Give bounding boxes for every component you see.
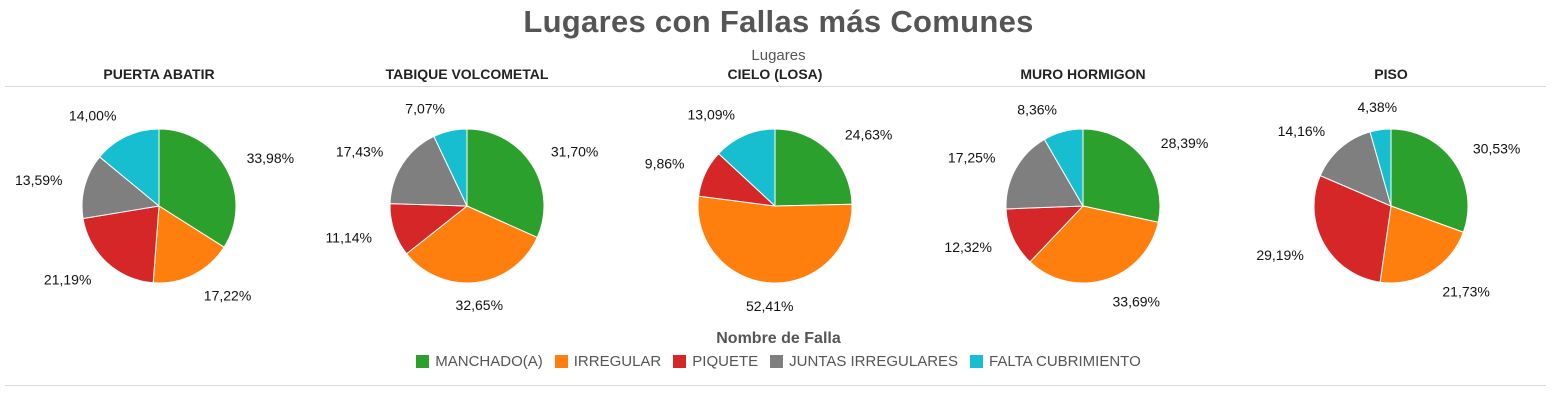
pie-slice[interactable]: [81, 156, 161, 220]
slice-value-label: 13,09%: [688, 106, 735, 122]
slice-value-label: 17,25%: [948, 150, 995, 166]
facet-header: Lugares: [751, 47, 806, 64]
bottom-divider: [5, 385, 1546, 386]
pie-slice[interactable]: [98, 128, 160, 208]
pie-slice[interactable]: [1313, 174, 1392, 283]
legend-swatch: [554, 355, 568, 368]
pie-slice[interactable]: [1319, 131, 1392, 207]
pie-slice[interactable]: [1390, 128, 1469, 233]
slice-value-label: 32,65%: [456, 297, 503, 313]
slice-value-label: 14,00%: [69, 108, 116, 124]
pie-slice[interactable]: [1082, 128, 1161, 223]
slice-value-label: 14,16%: [1278, 123, 1325, 139]
legend-swatch: [970, 355, 984, 368]
pie-slice[interactable]: [717, 128, 776, 208]
legend-item[interactable]: MANCHADO(A): [416, 353, 543, 370]
pie-slice[interactable]: [1005, 138, 1084, 210]
legend-swatch: [673, 355, 687, 368]
pie-2: TABIQUE VOLCOMETAL 31,70% 32,65% 11,14% 17,4…: [326, 66, 599, 313]
pie-slice[interactable]: [152, 205, 225, 284]
pie-slice[interactable]: [433, 128, 468, 207]
slice-value-label: 21,19%: [44, 272, 91, 288]
pie-4: MURO HORMIGON 28,39% 33,69% 12,32% 17,25% 8,3…: [944, 66, 1208, 310]
slice-value-label: 21,73%: [1442, 284, 1489, 300]
pie-label: TABIQUE VOLCOMETAL: [386, 66, 549, 82]
slice-value-label: 31,70%: [551, 144, 598, 160]
pie-slice[interactable]: [466, 128, 545, 239]
chart-title: Lugares con Fallas más Comunes: [523, 4, 1034, 39]
legend-label: IRREGULAR: [573, 353, 662, 370]
legend-label: JUNTAS IRREGULARES: [789, 353, 959, 370]
slice-value-label: 33,98%: [247, 150, 294, 166]
pie-label: PUERTA ABATIR: [103, 66, 214, 82]
legend-label: PIQUETE: [692, 353, 759, 370]
pie-charts: PUERTA ABATIR 33,98% 17,22% 21,19% 13,59% 14,…: [15, 66, 1520, 314]
pie-slice[interactable]: [82, 205, 160, 284]
slice-value-label: 17,43%: [336, 143, 383, 159]
pie-slice[interactable]: [1043, 128, 1084, 208]
top-divider: [5, 86, 1546, 87]
pie-3: CIELO (LOSA) 24,63% 52,41% 9,86% 13,09%: [645, 66, 893, 314]
legend-label: FALTA CUBRIMIENTO: [989, 353, 1141, 370]
legend: MANCHADO(A) IRREGULAR PIQUETE JUNTAS IRREGU…: [0, 353, 1557, 370]
pie-label: MURO HORMIGON: [1020, 66, 1145, 82]
legend-label: MANCHADO(A): [435, 353, 543, 370]
pie-slice[interactable]: [1029, 205, 1159, 284]
legend-item[interactable]: JUNTAS IRREGULARES: [770, 353, 958, 370]
legend-item[interactable]: FALTA CUBRIMIENTO: [970, 353, 1141, 370]
pie-slice[interactable]: [1379, 205, 1465, 284]
legend-swatch: [770, 355, 784, 368]
slice-value-label: 17,22%: [204, 287, 251, 303]
slice-value-label: 8,36%: [1017, 101, 1057, 117]
pie-slice[interactable]: [389, 135, 468, 207]
slice-value-label: 24,63%: [845, 127, 892, 143]
slice-value-label: 12,32%: [944, 239, 991, 255]
pie-slice[interactable]: [1369, 128, 1392, 207]
legend-item[interactable]: PIQUETE: [673, 353, 758, 370]
pie-label: PISO: [1374, 66, 1408, 82]
slice-value-label: 28,39%: [1161, 135, 1208, 151]
slice-value-label: 29,19%: [1256, 247, 1303, 263]
legend-item[interactable]: IRREGULAR: [554, 353, 662, 370]
pie-5: PISO 30,53% 21,73% 29,19% 14,16% 4,38%: [1256, 66, 1520, 300]
slice-value-label: 52,41%: [746, 298, 793, 314]
pie-slice[interactable]: [697, 195, 853, 284]
legend-title: Nombre de Falla: [716, 330, 841, 347]
slice-value-label: 13,59%: [15, 172, 62, 188]
pie-slice[interactable]: [1005, 205, 1085, 263]
pie-1: PUERTA ABATIR 33,98% 17,22% 21,19% 13,59% 14,…: [15, 66, 294, 303]
pie-slice[interactable]: [774, 128, 853, 207]
pie-label: CIELO (LOSA): [728, 66, 823, 82]
slice-value-label: 9,86%: [645, 156, 685, 172]
slice-value-label: 30,53%: [1473, 141, 1520, 157]
slice-value-label: 4,38%: [1357, 99, 1397, 115]
slice-value-label: 33,69%: [1113, 294, 1160, 310]
pie-slice[interactable]: [405, 205, 538, 284]
slice-value-label: 7,07%: [405, 101, 445, 117]
slice-value-label: 11,14%: [326, 229, 372, 245]
legend-swatch: [416, 355, 430, 368]
